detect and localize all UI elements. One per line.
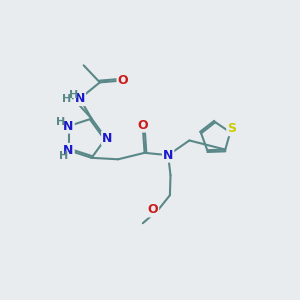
Text: N: N bbox=[75, 92, 85, 105]
Text: O: O bbox=[138, 118, 148, 132]
Text: H-N: H-N bbox=[62, 94, 85, 103]
Text: H: H bbox=[56, 117, 65, 127]
Text: N: N bbox=[102, 132, 112, 145]
Text: O: O bbox=[118, 74, 128, 87]
Text: H: H bbox=[59, 151, 68, 160]
Text: N: N bbox=[63, 120, 74, 133]
Text: S: S bbox=[227, 122, 236, 135]
Text: O: O bbox=[148, 203, 158, 216]
Text: H: H bbox=[69, 90, 78, 100]
Text: N: N bbox=[163, 149, 173, 162]
Text: N: N bbox=[63, 144, 74, 157]
